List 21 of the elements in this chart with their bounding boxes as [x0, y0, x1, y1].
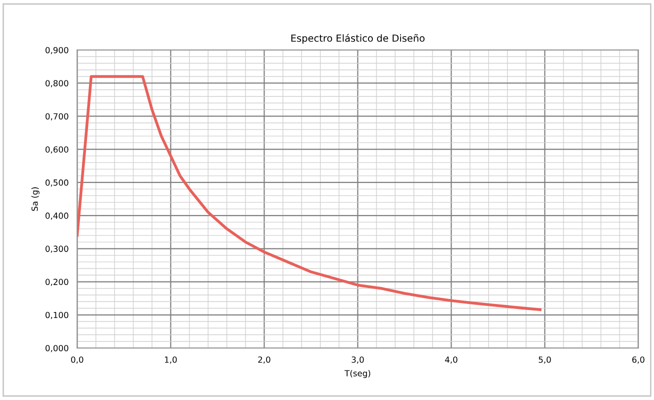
y-tick-label: 0,900	[46, 46, 68, 54]
chart-title: Espectro Elástico de Diseño	[291, 34, 425, 44]
x-tick-label: 0,0	[71, 356, 84, 364]
x-axis-title: T(seg)	[344, 370, 370, 378]
y-tick-label: 0,800	[46, 80, 68, 88]
y-axis-title: Sa (g)	[31, 187, 40, 211]
y-tick-label: 0,100	[46, 312, 68, 320]
x-tick-label: 6,0	[632, 356, 644, 364]
y-tick-label: 0,000	[46, 344, 68, 352]
y-tick-label: 0,700	[46, 113, 68, 120]
x-tick-label: 1,0	[164, 356, 177, 364]
x-tick-label: 3,0	[352, 356, 364, 364]
x-tick-label: 5,0	[538, 356, 551, 364]
y-tick-label: 0,300	[46, 246, 68, 253]
x-tick-label: 2,0	[258, 356, 270, 364]
y-tick-label: 0,200	[46, 278, 68, 286]
x-tick-label: 4,0	[445, 356, 458, 364]
y-tick-label: 0,500	[46, 179, 68, 187]
y-tick-label: 0,600	[46, 146, 68, 154]
y-tick-label: 0,400	[46, 212, 68, 220]
line-series	[77, 75, 542, 311]
